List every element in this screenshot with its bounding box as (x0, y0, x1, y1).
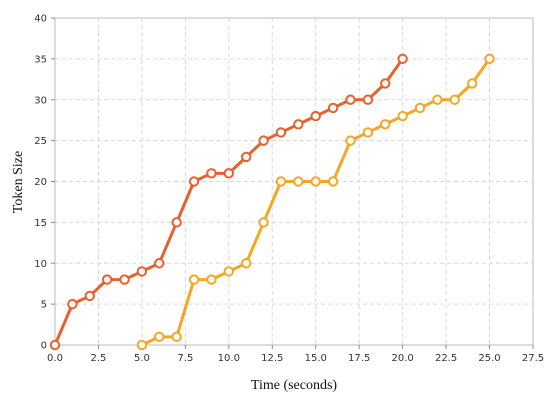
y-tick-label: 5 (41, 300, 47, 311)
x-tick-label: 5.0 (134, 353, 150, 364)
data-point (188, 274, 200, 285)
series-1 (49, 53, 408, 351)
data-point (49, 339, 61, 351)
series-2 (136, 53, 495, 351)
data-point (310, 176, 321, 187)
data-point (397, 110, 408, 122)
x-tick-label: 22.5 (435, 353, 457, 364)
data-point (206, 168, 217, 179)
y-tick-label: 25 (34, 136, 47, 147)
data-point (67, 298, 78, 310)
data-point (345, 94, 356, 105)
x-tick-label: 12.5 (261, 353, 283, 364)
data-point (154, 331, 165, 343)
data-point (275, 127, 287, 138)
data-point (188, 176, 200, 187)
x-tick-label: 2.5 (91, 353, 107, 364)
data-point (293, 176, 304, 187)
x-tick-label: 7.5 (177, 353, 193, 364)
data-point (154, 258, 165, 269)
x-tick-label: 25.0 (478, 353, 500, 364)
y-tick-label: 20 (34, 177, 47, 188)
y-tick-label: 0 (41, 341, 47, 352)
data-point (275, 176, 287, 187)
y-tick-label: 40 (34, 14, 47, 25)
y-tick-label: 35 (34, 54, 47, 65)
x-tick-label: 15.0 (305, 353, 327, 364)
data-point (171, 331, 182, 343)
data-point (484, 53, 495, 65)
data-point (345, 135, 356, 146)
x-axis-label: Time (seconds) (251, 378, 338, 393)
data-point (327, 102, 339, 114)
data-point (362, 94, 374, 105)
data-point (241, 258, 252, 269)
y-axis-label: Token Size (11, 151, 26, 213)
data-point (136, 266, 148, 277)
data-point (466, 78, 478, 89)
data-point (258, 135, 269, 146)
data-point (241, 151, 252, 163)
data-point (171, 217, 182, 228)
data-point (223, 266, 235, 277)
data-point (449, 94, 460, 105)
data-point (327, 176, 339, 187)
data-point (136, 339, 148, 351)
data-point (362, 127, 374, 138)
data-point (293, 119, 304, 130)
x-tick-label: 27.5 (522, 353, 544, 364)
data-point (101, 274, 113, 285)
data-point (380, 78, 391, 89)
data-point (206, 274, 217, 285)
x-tick-label: 10.0 (218, 353, 240, 364)
data-point (310, 110, 321, 122)
data-point (84, 290, 95, 302)
data-point (258, 217, 269, 228)
x-tick-label: 20.0 (392, 353, 414, 364)
y-tick-label: 15 (34, 218, 47, 229)
y-tick-label: 10 (34, 259, 47, 270)
data-point (414, 102, 426, 114)
axis-ticks: 0.0 2.5 5.0 7.5 10.0 12.5 15.0 17.5 20.0 22.5 25.0… (34, 14, 544, 365)
data-point (223, 168, 235, 179)
data-point (397, 53, 408, 65)
y-tick-label: 30 (34, 95, 47, 106)
x-tick-label: 0.0 (47, 353, 63, 364)
data-point (380, 119, 391, 130)
data-point (119, 274, 130, 285)
x-tick-label: 17.5 (348, 353, 370, 364)
data-point (432, 94, 443, 105)
series-group (49, 53, 495, 351)
